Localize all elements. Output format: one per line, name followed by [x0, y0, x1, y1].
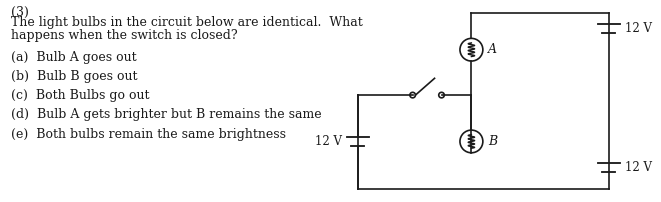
- Text: (d)  Bulb A gets brighter but B remains the same: (d) Bulb A gets brighter but B remains t…: [11, 108, 322, 121]
- Text: A: A: [488, 43, 497, 56]
- Text: (3): (3): [11, 6, 29, 19]
- Text: (a)  Bulb A goes out: (a) Bulb A goes out: [11, 51, 137, 64]
- Text: (c)  Both Bulbs go out: (c) Both Bulbs go out: [11, 89, 150, 102]
- Text: (e)  Both bulbs remain the same brightness: (e) Both bulbs remain the same brightnes…: [11, 128, 286, 141]
- Text: happens when the switch is closed?: happens when the switch is closed?: [11, 29, 238, 42]
- Text: B: B: [488, 135, 497, 148]
- Text: The light bulbs in the circuit below are identical.  What: The light bulbs in the circuit below are…: [11, 16, 363, 29]
- Text: 12 V: 12 V: [315, 135, 342, 148]
- Text: 12 V: 12 V: [625, 22, 652, 35]
- Text: 12 V: 12 V: [625, 161, 652, 174]
- Text: (b)  Bulb B goes out: (b) Bulb B goes out: [11, 70, 138, 83]
